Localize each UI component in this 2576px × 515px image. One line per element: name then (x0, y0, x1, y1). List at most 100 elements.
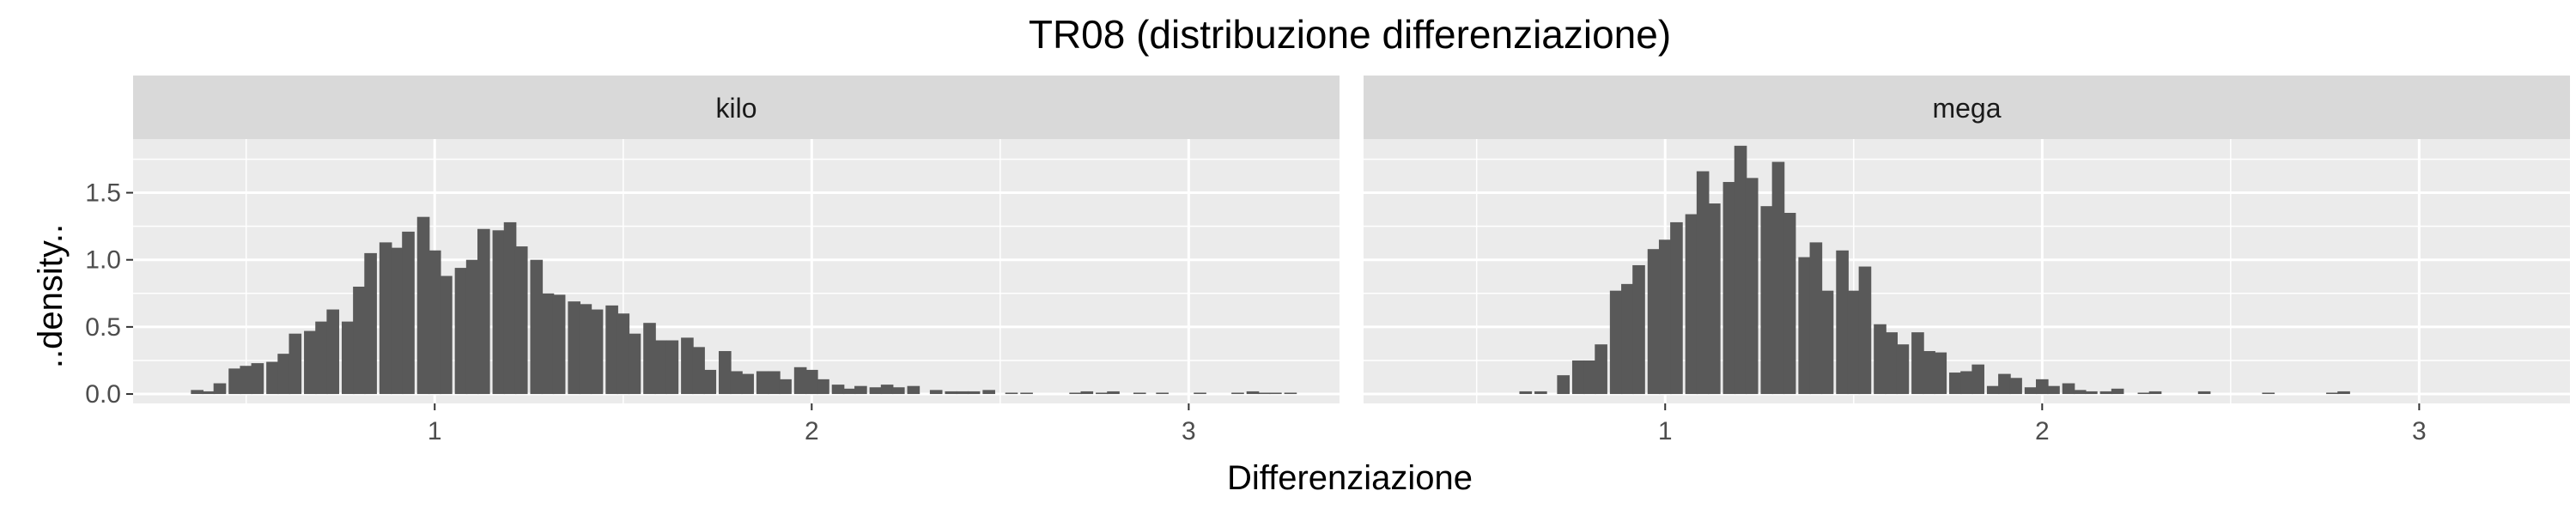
histogram-bar (428, 250, 441, 395)
histogram-bar (2262, 392, 2275, 395)
histogram-bar (2137, 392, 2151, 395)
histogram-bar (341, 321, 355, 395)
facet-strip (133, 76, 1340, 139)
x-tick-label: 1 (1658, 417, 1673, 445)
histogram-bar (1745, 178, 1759, 395)
histogram-bar (643, 323, 656, 395)
y-tick-label: 1.5 (85, 179, 121, 208)
histogram-bar (1557, 375, 1571, 395)
histogram-bar (1783, 212, 1796, 395)
chart-title: TR08 (distribuzione differenziazione) (1029, 12, 1671, 57)
histogram-bar (880, 385, 894, 395)
histogram-bar (1595, 344, 1607, 395)
histogram-bar (831, 385, 845, 395)
histogram-bar (842, 388, 856, 395)
histogram-bar (530, 259, 544, 395)
histogram-bar (1284, 392, 1297, 395)
histogram-bar (956, 391, 969, 395)
histogram-bar (1246, 391, 1260, 395)
histogram-bar (289, 333, 302, 395)
histogram-bar (477, 228, 490, 395)
histogram-bar (1658, 239, 1672, 395)
histogram-bar (503, 221, 517, 395)
histogram-bar (1685, 214, 1698, 395)
facet-panels: kilo 1 2 3 0.0 0.5 1.0 1.5 mega 1 2 3 (85, 76, 2570, 445)
y-axis-label: ..density.. (32, 224, 70, 368)
histogram-bar (552, 294, 566, 395)
histogram-bar (1133, 392, 1146, 395)
histogram-bar (364, 252, 377, 395)
histogram-bar (2024, 387, 2038, 395)
histogram-bar (1156, 392, 1169, 395)
histogram-bar (568, 301, 581, 395)
histogram-bar (805, 369, 818, 395)
histogram-bar (1874, 324, 1886, 395)
histogram-bar (315, 321, 328, 395)
histogram-bar (982, 390, 995, 395)
histogram-bar (817, 379, 829, 395)
histogram-bar (1847, 290, 1861, 395)
x-tick-label: 2 (805, 417, 819, 445)
histogram-bar (1911, 332, 1924, 395)
y-tick-label: 0.0 (85, 380, 121, 409)
histogram-bar (326, 309, 340, 395)
histogram-bar (1986, 385, 2000, 395)
histogram-bar (277, 354, 290, 395)
histogram-bar (945, 391, 958, 395)
histogram-bar (1621, 283, 1634, 395)
histogram-bar (741, 373, 754, 395)
histogram-bar (240, 366, 253, 395)
histogram-bar (1760, 206, 1774, 395)
histogram-bar (779, 379, 792, 395)
histogram-bar (391, 247, 404, 395)
histogram-bar (2148, 391, 2162, 395)
histogram-bar (891, 387, 905, 395)
histogram-bar (1696, 171, 1710, 395)
histogram-bar (2062, 383, 2075, 395)
histogram-bar (2073, 390, 2087, 395)
y-tick-label: 0.5 (85, 313, 121, 342)
histogram-bar (1269, 392, 1282, 395)
histogram-bar (304, 330, 317, 395)
histogram-bar (730, 371, 743, 395)
histogram-bar (1231, 392, 1244, 395)
x-tick-label: 3 (1182, 417, 1196, 445)
histogram-bar (1194, 392, 1206, 395)
histogram-bar (1934, 352, 1947, 395)
histogram-bar (2036, 379, 2049, 395)
histogram-bar (454, 268, 468, 395)
histogram-bar (492, 230, 506, 395)
histogram-bar (692, 347, 705, 395)
y-tick-label: 1.0 (85, 246, 121, 275)
histogram-bar (228, 368, 241, 395)
facet-strip (1364, 76, 2570, 139)
facet-strip-label: mega (1932, 93, 2001, 124)
histogram-bar (869, 387, 883, 395)
panel-background (1364, 139, 2570, 403)
histogram-bar (465, 259, 479, 395)
histogram-bar (440, 276, 453, 395)
histogram-bar (1708, 203, 1721, 395)
histogram-bar (1809, 242, 1823, 395)
histogram-bar (1896, 344, 1910, 395)
histogram-bar (202, 391, 216, 395)
histogram-bar (1257, 392, 1271, 395)
histogram-bar (1583, 360, 1596, 395)
facet-strip-label: kilo (715, 93, 756, 124)
histogram-bar (1632, 264, 1645, 395)
histogram-bar (2099, 391, 2113, 395)
histogram-bar (251, 363, 264, 395)
histogram-bar (2085, 391, 2098, 395)
histogram-bar (1722, 182, 1736, 395)
histogram-bar (2009, 378, 2022, 395)
histogram-bar (2111, 388, 2124, 395)
histogram-bar (416, 216, 430, 395)
histogram-bar (2326, 392, 2339, 395)
histogram-bar (854, 385, 867, 395)
histogram-bar (402, 231, 415, 395)
histogram-bar (1080, 391, 1094, 395)
histogram-bar (590, 309, 604, 395)
histogram-bar (665, 340, 679, 395)
histogram-bar (907, 385, 920, 395)
facet-panel-kilo: kilo 1 2 3 0.0 0.5 1.0 1.5 (85, 76, 1340, 445)
